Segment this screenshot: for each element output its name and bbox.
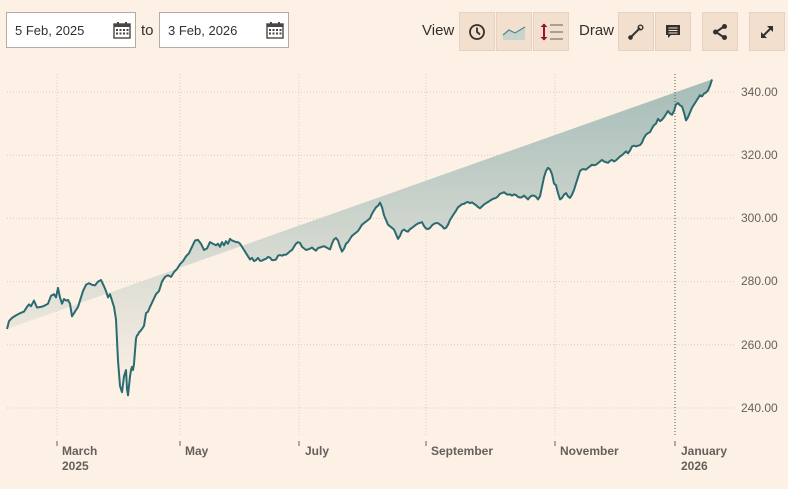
expand-icon (761, 25, 773, 38)
clock-icon (469, 23, 485, 40)
price-line (6, 79, 713, 397)
to-date-input[interactable]: 3 Feb, 2026 (159, 12, 289, 48)
date-range-separator: to (141, 22, 154, 39)
x-tick-label: July (305, 444, 330, 458)
fullscreen-button[interactable] (749, 12, 785, 51)
draw-line-icon (628, 24, 644, 40)
to-date-value: 3 Feb, 2026 (168, 22, 238, 38)
indicators-icon (540, 23, 563, 40)
chart-toolbar: 5 Feb, 2025 to 3 Feb, 2026 View (0, 0, 788, 60)
x-axis-ticks (56, 441, 676, 446)
draw-line-button[interactable] (618, 12, 654, 51)
y-tick-label: 280.00 (741, 274, 778, 288)
x-tick-label: November (560, 444, 619, 458)
from-date-input[interactable]: 5 Feb, 2025 (6, 12, 136, 48)
draw-label: Draw (579, 22, 615, 39)
x-tick-label: September (431, 444, 494, 458)
annotation-button[interactable] (655, 12, 691, 51)
time-view-button[interactable] (459, 12, 495, 51)
x-tick-label: March 2025 (62, 444, 98, 473)
annotation-icon (666, 24, 680, 38)
y-tick-label: 260.00 (741, 338, 778, 352)
y-tick-label: 340.00 (741, 85, 778, 99)
x-tick-label: May (185, 444, 209, 458)
y-tick-label: 320.00 (741, 148, 778, 162)
indicators-button[interactable] (533, 12, 569, 51)
from-date-value: 5 Feb, 2025 (15, 22, 85, 38)
price-area (7, 79, 712, 396)
share-icon (713, 23, 727, 40)
x-tick-label: January 2026 (681, 444, 728, 473)
chart-plot[interactable] (0, 60, 788, 489)
calendar-icon[interactable] (113, 21, 131, 39)
view-label: View (422, 22, 455, 39)
price-chart[interactable]: 340.00 320.00 300.00 280.00 260.00 240.0… (0, 60, 788, 489)
y-tick-label: 300.00 (741, 211, 778, 225)
share-button[interactable] (702, 12, 738, 51)
chart-type-button[interactable] (496, 12, 532, 51)
y-tick-label: 240.00 (741, 401, 778, 415)
calendar-icon[interactable] (266, 21, 284, 39)
line-chart-icon (502, 25, 526, 40)
